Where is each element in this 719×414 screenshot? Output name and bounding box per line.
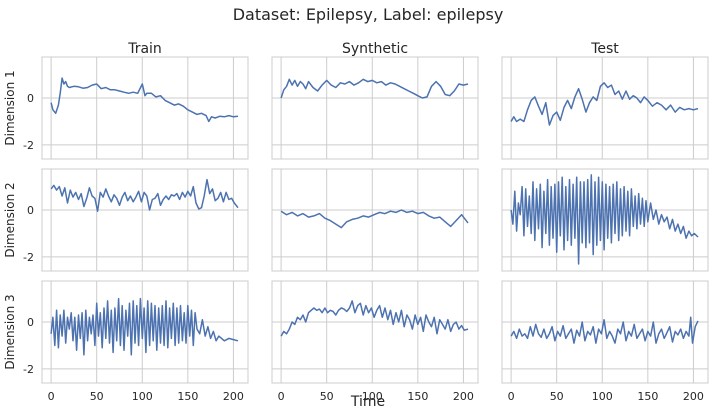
x-tick-label: 0 <box>278 390 285 403</box>
y-tick-label: 0 <box>27 204 34 217</box>
column-title: Synthetic <box>342 41 408 57</box>
row-label: Dimension 3 <box>3 294 17 369</box>
series-line <box>280 209 469 229</box>
row-label: Dimension 1 <box>3 70 17 145</box>
y-tick-label: 0 <box>27 92 34 105</box>
x-tick-label: 200 <box>683 390 704 403</box>
x-tick-label: 200 <box>223 390 244 403</box>
y-tick-label: -2 <box>23 363 34 376</box>
x-tick-label: 150 <box>407 390 428 403</box>
panel-dimension-1-synthetic <box>271 56 479 160</box>
panel-dimension-2-test <box>501 168 709 272</box>
panel-frame <box>501 56 709 160</box>
x-tick-label: 150 <box>177 390 198 403</box>
x-tick-label: 0 <box>48 390 55 403</box>
row-label: Dimension 2 <box>3 182 17 257</box>
panel-frame <box>271 168 479 272</box>
figure-title: Dataset: Epilepsy, Label: epilepsy <box>233 5 504 24</box>
series-line <box>50 178 239 212</box>
column-title: Test <box>590 41 619 57</box>
panel-frame <box>271 56 479 160</box>
panel-dimension-2-synthetic <box>271 168 479 272</box>
x-tick-label: 100 <box>132 390 153 403</box>
x-tick-label: 200 <box>453 390 474 403</box>
x-tick-label: 50 <box>90 390 104 403</box>
panel-dimension-2-train: -2 0 <box>23 168 249 272</box>
series-line <box>280 78 469 99</box>
y-tick-label: -2 <box>23 139 34 152</box>
column-title: Train <box>127 41 162 57</box>
series-line <box>510 82 699 126</box>
panel-dimension-3-synthetic: 0 50 100 150 200 <box>271 280 479 403</box>
series-line <box>50 77 239 123</box>
x-tick-label: 0 <box>508 390 515 403</box>
x-tick-label: 50 <box>550 390 564 403</box>
series-line <box>50 297 239 356</box>
x-tick-label: 150 <box>637 390 658 403</box>
panel-dimension-1-test <box>501 56 709 160</box>
series-line <box>510 316 699 344</box>
panel-frame <box>501 280 709 384</box>
x-axis-label: Time <box>350 394 385 410</box>
panel-frame <box>271 280 479 384</box>
panel-dimension-1-train: -2 0 <box>23 56 249 160</box>
panel-frame <box>41 168 249 272</box>
panel-dimension-3-train: -2 0 0 50 100 150 200 <box>23 280 249 403</box>
panel-grid: Train Synthetic Test Dimension 1 Dimension 2… <box>3 41 709 403</box>
x-tick-label: 100 <box>592 390 613 403</box>
series-line <box>280 300 469 337</box>
y-tick-label: -2 <box>23 251 34 264</box>
x-tick-label: 100 <box>362 390 383 403</box>
y-tick-label: 0 <box>27 316 34 329</box>
panel-frame <box>41 56 249 160</box>
series-line <box>510 174 699 265</box>
panel-dimension-3-test: 0 50 100 150 200 <box>501 280 709 403</box>
x-tick-label: 50 <box>320 390 334 403</box>
